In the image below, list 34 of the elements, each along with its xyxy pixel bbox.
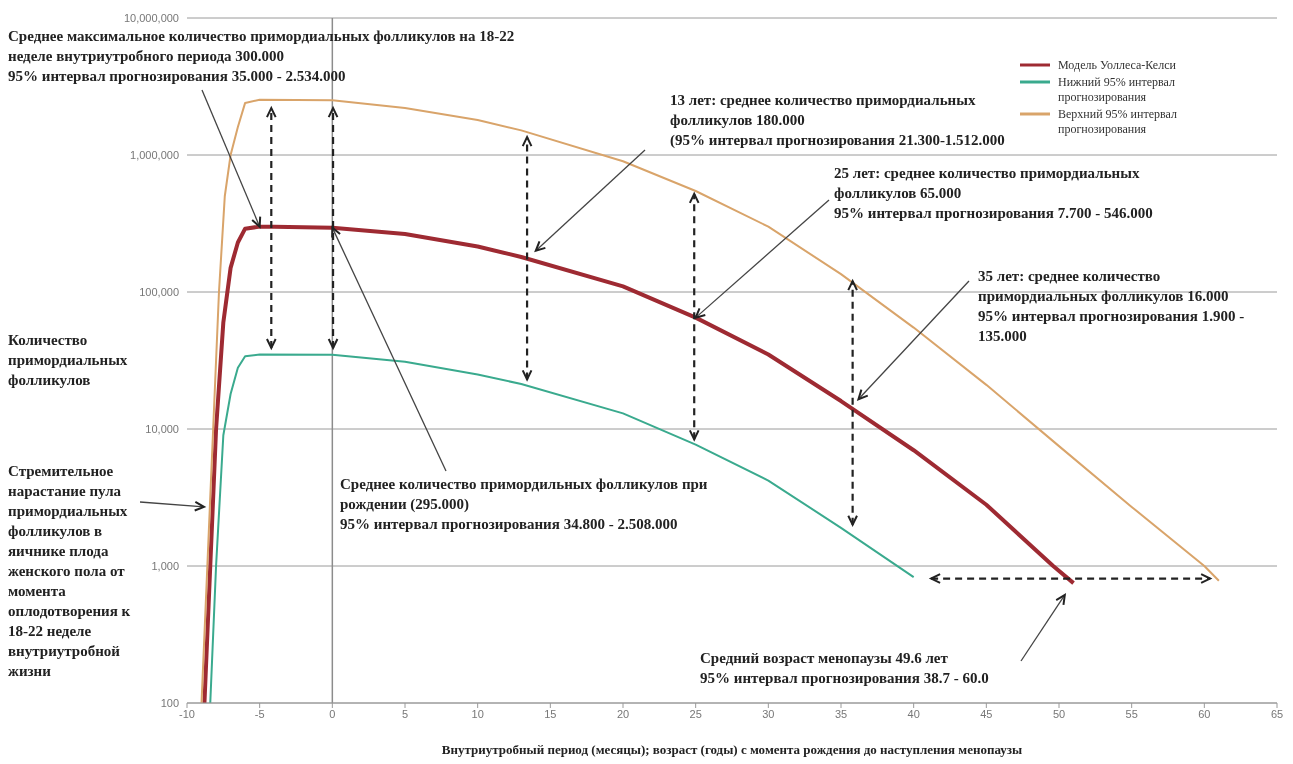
x-tick-label: 5	[401, 707, 409, 720]
y-tick-label: 1,000,000	[130, 148, 179, 161]
x-tick-label: 35	[834, 707, 848, 720]
x-tick-label: 10	[471, 707, 484, 720]
x-tick-label: 0	[329, 707, 336, 720]
annotation: 13 лет: среднее количество примордиальных фолликулов 180.000 (95% интервал прогнозирования 21.300-1.512.000	[670, 91, 1006, 150]
x-tick-label: 20	[616, 707, 630, 720]
x-tick-label: 15	[544, 707, 557, 720]
y-tick-label: 100	[160, 696, 179, 709]
legend-label: Верхний 95% интервал прогнозирования	[1058, 107, 1178, 137]
x-tick-label: 60	[1198, 707, 1211, 720]
x-tick-label: 30	[762, 707, 775, 720]
x-tick-label: 50	[1052, 707, 1066, 720]
x-tick-label: -10	[179, 707, 195, 720]
x-tick-label: -5	[254, 707, 265, 720]
annotation: 25 лет: среднее количество примордиальных фолликулов 65.000 95% интервал прогнозирования 7.700 - 546.000	[834, 164, 1154, 223]
y-axis-title: Количество примордиальных фолликулов	[8, 331, 129, 390]
x-tick-label: 25	[689, 707, 702, 720]
y-tick-label: 10,000,000	[123, 11, 179, 24]
y-tick-label: 10,000	[145, 422, 179, 435]
text: Стремительное нарастание пула примордиальных фолликулов в яичнике плода женского пола от момента оплодотворения к 18-22 неделе внутриутробной жизни	[8, 463, 131, 679]
annotation: Среднее максимальное количество примордиальных фолликулов на 18-22 неделе внутриутробного периода 300.000 95% интервал прогнозирования 35.000 - 2.534.000	[8, 27, 516, 86]
x-tick-label: 45	[980, 707, 993, 720]
annotation: Средний возраст менопаузы 49.6 лет 95% интервал прогнозирования 38.7 - 60.0	[700, 649, 990, 688]
x-axis-title: Внутриутробный период (месяцы); возраст (годы) с момента рождения до наступления менопаузы	[440, 742, 1024, 758]
x-tick-label: 40	[907, 707, 920, 720]
x-tick-label: 65	[1270, 707, 1284, 720]
annotation: Среднее количество примордильных фолликулов при рождении (295.000) 95% интервал прогнозирования 34.800 - 2.508.000	[340, 475, 709, 534]
legend-label: Нижний 95% интервал прогнозирования	[1058, 75, 1176, 105]
legend-label: Модель Уоллеса-Келси	[1058, 58, 1177, 73]
x-tick-label: 55	[1125, 707, 1138, 720]
y-tick-label: 100,000	[139, 285, 179, 298]
y-tick-label: 1,000	[151, 559, 179, 572]
annotation: 35 лет: среднее количество примордиальных фолликулов 16.000 95% интервал прогнозирования 1.900 - 135.000	[978, 267, 1246, 346]
